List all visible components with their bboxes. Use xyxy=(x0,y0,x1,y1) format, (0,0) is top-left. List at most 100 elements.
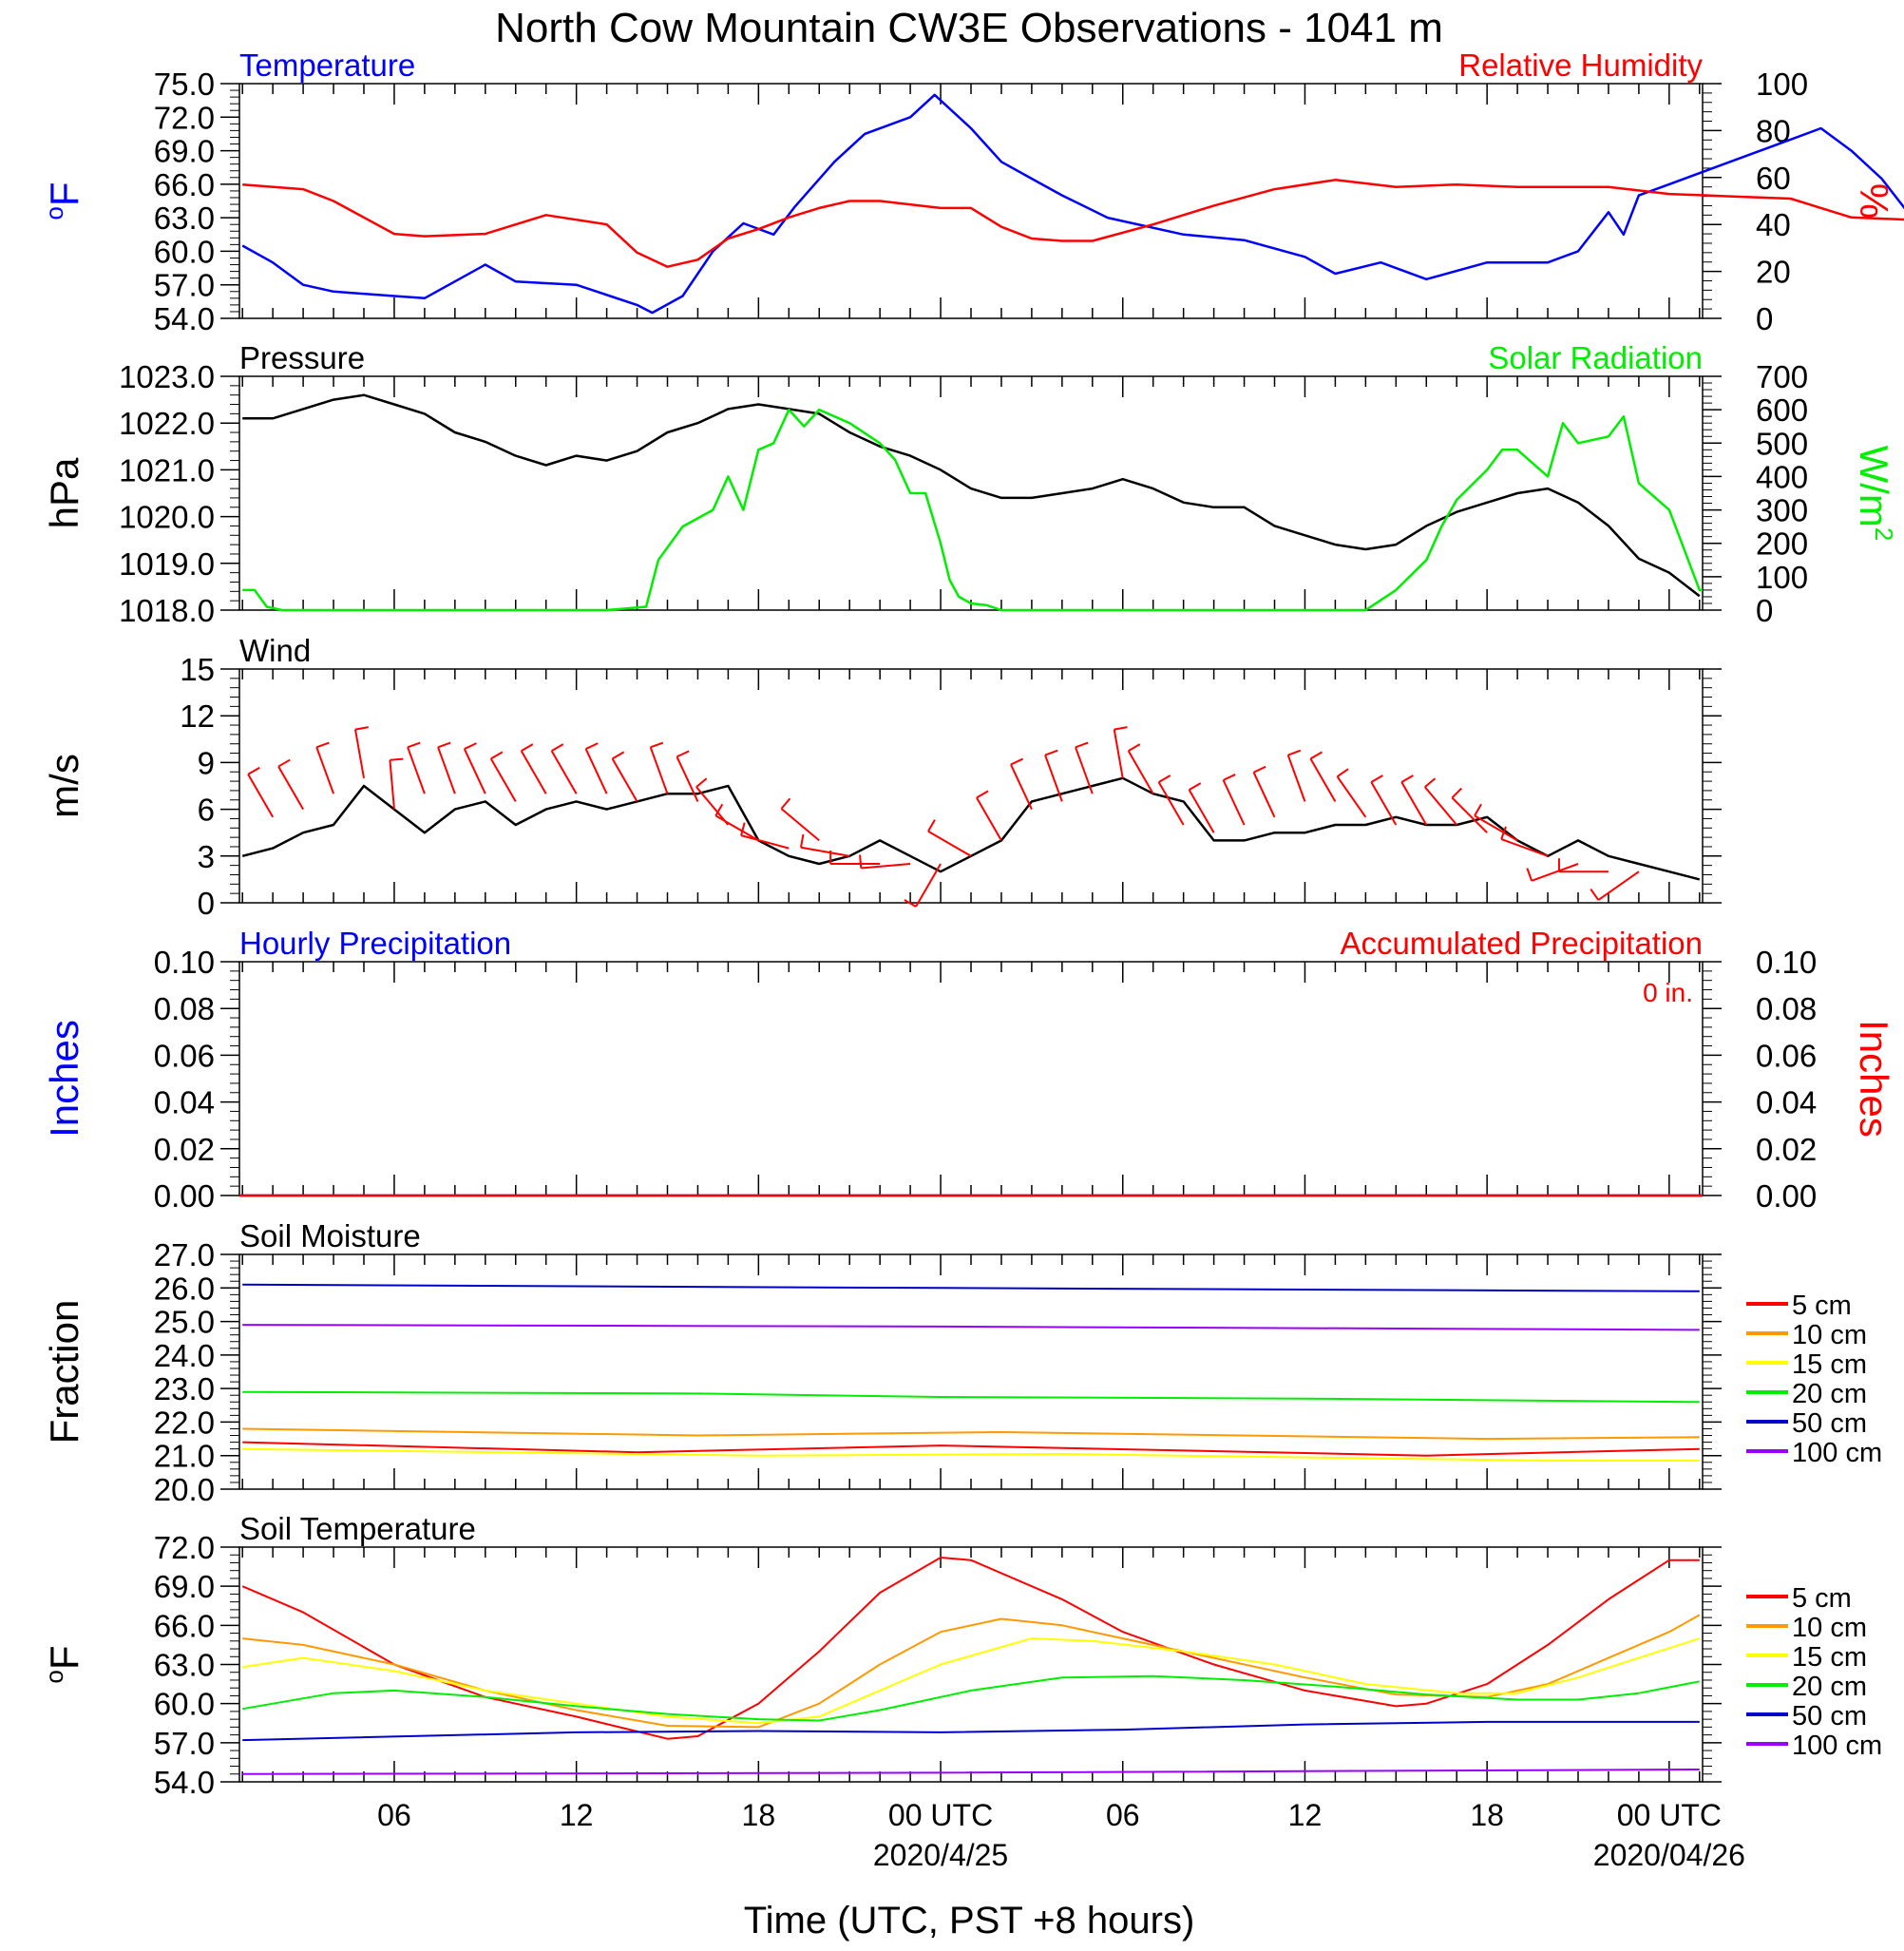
wind-barb-flag xyxy=(714,803,724,816)
y-tick-label: 66.0 xyxy=(154,1608,215,1643)
y-tick-label: 12 xyxy=(180,698,215,734)
y-tick-label: 21.0 xyxy=(154,1439,215,1474)
y-tick-label: 25.0 xyxy=(154,1305,215,1340)
y-right-tick-label: 300 xyxy=(1756,493,1808,528)
wind-barb xyxy=(829,851,881,865)
panel-2: 1018.0 1019.0 1020.0 1021.0 1022.0 1023.0 0100… xyxy=(42,340,1898,628)
y-right-tick-label: 700 xyxy=(1756,359,1808,394)
panel-title-right: Relative Humidity xyxy=(1458,48,1703,83)
legend-label: 10 cm xyxy=(1792,1613,1867,1643)
wind-barb xyxy=(247,766,275,818)
panel-title-right: Solar Radiation xyxy=(1488,340,1703,375)
wind-barb-staff xyxy=(1336,775,1367,818)
y-axis-title: Fraction xyxy=(42,1300,86,1444)
wind-barb xyxy=(976,790,1002,841)
y-axis-title: m/s xyxy=(42,754,86,818)
plot-frame xyxy=(238,668,1704,904)
x-axis: 06 12 18 00 UTC 2020/4/25 06 12 18 00 UTC 2020/04… xyxy=(377,1798,1745,1872)
wind-barb-flag xyxy=(1424,777,1437,788)
wind-barb xyxy=(1500,826,1549,857)
plot-frame xyxy=(238,375,1704,611)
wind-barb-staff xyxy=(247,774,275,818)
series-relative-humidity xyxy=(242,179,1904,268)
x-tick-label: 00 UTC xyxy=(888,1798,993,1832)
wind-barb xyxy=(1127,743,1154,794)
y-tick-label: 0 xyxy=(198,886,215,921)
wind-barb-flag xyxy=(1114,726,1128,731)
wind-barb xyxy=(520,743,547,794)
panel-title-left: Temperature xyxy=(239,48,415,83)
y-tick-label: 60.0 xyxy=(154,1687,215,1722)
y-tick-label: 0.10 xyxy=(154,945,215,980)
y-tick-label: 69.0 xyxy=(154,134,215,169)
wind-barb-flag xyxy=(407,741,421,749)
panel-6: 54.0 57.0 60.0 63.0 66.0 69.0 72.0 Soil Tempera… xyxy=(40,1511,1882,1800)
wind-barb xyxy=(1188,782,1215,833)
x-axis-label: Time (UTC, PST +8 hours) xyxy=(744,1900,1195,1941)
wind-barb-flag xyxy=(1370,775,1383,783)
wind-barb xyxy=(695,777,730,826)
wind-barb-staff xyxy=(1597,870,1640,901)
degree-symbol: o xyxy=(40,1670,68,1683)
series-temperature xyxy=(241,93,1904,315)
wind-barb-staff xyxy=(1424,786,1457,826)
wind-barb-staff xyxy=(1113,729,1124,778)
wind-barb xyxy=(1010,757,1033,811)
wind-barb-staff xyxy=(353,729,365,778)
wind-barb xyxy=(353,726,369,778)
wind-barb-flag xyxy=(551,743,564,753)
wind-barb-staff xyxy=(780,808,820,842)
x-tick-label: 06 xyxy=(1106,1798,1140,1832)
y-right-tick-label: 600 xyxy=(1756,392,1808,428)
legend-label: 100 cm xyxy=(1792,1438,1882,1468)
wind-barb-staff xyxy=(1127,750,1154,794)
wind-barb-staff xyxy=(1474,814,1518,842)
series-100-cm xyxy=(242,1324,1700,1331)
wind-barb xyxy=(550,743,578,794)
y-right-tick-label: 20 xyxy=(1756,255,1791,290)
wind-barb-staff xyxy=(1010,764,1033,811)
y-tick-label: 26.0 xyxy=(154,1271,215,1306)
y-right-tick-label: 80 xyxy=(1756,113,1791,148)
series-15-cm xyxy=(242,1447,1700,1462)
panel-title-right: Accumulated Precipitation xyxy=(1340,926,1703,961)
y-tick-label: 1022.0 xyxy=(119,406,215,441)
y-right-tick-label: 100 xyxy=(1756,67,1808,102)
y-tick-label: 23.0 xyxy=(154,1371,215,1406)
series-5-cm xyxy=(242,1441,1700,1457)
series-50-cm xyxy=(242,1720,1700,1742)
wind-barb-flag xyxy=(1336,768,1349,778)
wind-barb xyxy=(463,742,486,794)
y-tick-label: 1019.0 xyxy=(119,546,215,582)
wind-barb-flag xyxy=(1400,775,1414,783)
plot-frame xyxy=(238,83,1704,319)
y-tick-label: 54.0 xyxy=(154,1765,215,1800)
series-solar-radiation xyxy=(242,408,1703,612)
wind-barb xyxy=(315,741,334,794)
y-right-tick-label: 0.04 xyxy=(1756,1085,1817,1120)
x-tick-date: 2020/04/26 xyxy=(1593,1838,1745,1872)
wind-barb xyxy=(277,758,304,811)
wind-barb-staff xyxy=(927,830,972,857)
wind-barb xyxy=(1424,777,1457,826)
wind-barb-flag xyxy=(676,750,690,758)
wind-barb-flag xyxy=(585,742,599,750)
wind-barb-flag xyxy=(1500,826,1507,840)
wind-barb xyxy=(611,751,638,802)
unit-label: F xyxy=(42,182,86,206)
y-tick-label: 57.0 xyxy=(154,268,215,303)
wind-barb xyxy=(1075,741,1094,794)
wind-barb-staff xyxy=(1222,779,1246,826)
legend-label: 20 cm xyxy=(1792,1379,1867,1409)
wind-barb-staff xyxy=(976,796,1002,841)
wind-barb-staff xyxy=(649,746,669,794)
y-tick-label: 0.02 xyxy=(154,1132,215,1167)
y-tick-label: 22.0 xyxy=(154,1405,215,1440)
panel-3: 0 3 6 9 12 15 Wind m/s xyxy=(42,633,1722,921)
wind-barb-staff xyxy=(1157,781,1185,826)
y-tick-label: 72.0 xyxy=(154,1530,215,1565)
wind-barb xyxy=(904,863,942,908)
wind-barb-staff xyxy=(489,757,517,802)
wind-barb-staff xyxy=(1252,772,1276,818)
wind-barb xyxy=(649,741,669,794)
